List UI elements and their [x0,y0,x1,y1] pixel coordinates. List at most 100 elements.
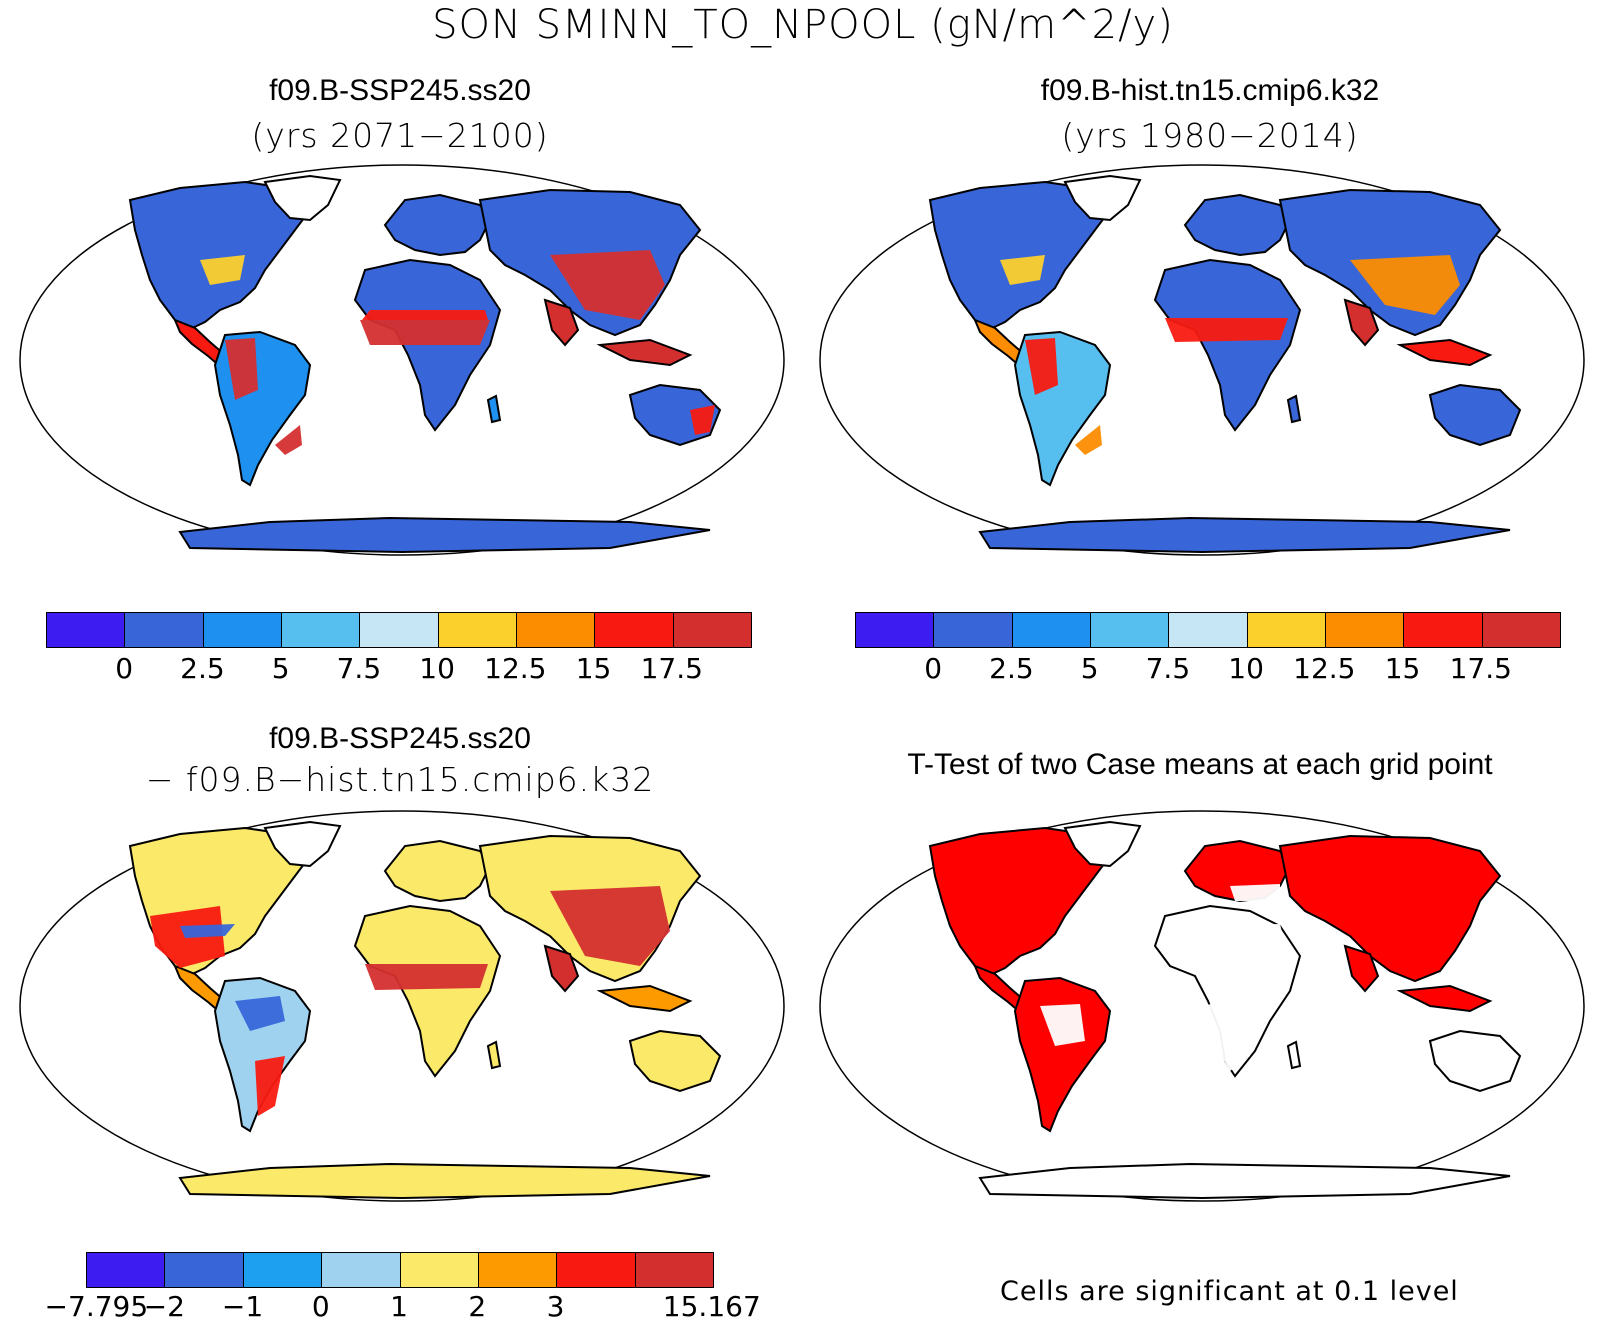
panel2-map [819,164,1585,556]
panel2-colorbar-tick-label: 10 [1228,652,1264,685]
field-region [255,1056,285,1116]
panel3-colorbar-cell [478,1253,558,1287]
landmass-sa [1013,976,1112,1133]
panel1-colorbar-cell [47,613,126,647]
figure-title: SON SMINN_TO_NPOOL (gN/m^2/y) [432,2,1174,48]
panel1-colorbar-cell [203,613,282,647]
panel1-colorbar-cell [360,613,439,647]
panel2-subtitle: (yrs 1980−2014) [1061,116,1359,155]
field-region [1350,255,1460,315]
panel2-colorbar-cell [1404,613,1483,647]
panel3-colorbar-tick-label: −1 [221,1290,264,1323]
field-region [1000,255,1045,285]
landmass-india [543,298,580,347]
panel3-colorbar-tick-label: −7.795 [44,1290,149,1323]
field-region [362,310,488,320]
landmass-ant [178,1162,711,1200]
panel1-continents [128,174,722,554]
landmass-gr [263,174,342,222]
landmass-asia [1278,834,1502,983]
panel1-colorbar-tick-label: 10 [419,652,455,685]
landmass-gr [1063,820,1142,868]
landmass-ant [178,516,711,554]
panel2-colorbar [855,612,1561,648]
landmass-eu [1183,193,1292,257]
landmass-gr [1063,174,1142,222]
field-region [1025,338,1058,395]
panel3-colorbar [86,1252,714,1288]
panel3-colorbar-tick-label: 3 [546,1290,565,1323]
landmass-madag [1286,1040,1302,1070]
panel1-colorbar [46,612,752,648]
panel4-continents [928,820,1522,1200]
panel1-colorbar-tick-label: 7.5 [336,652,382,685]
panel2-continents [928,174,1522,554]
field-region [1165,318,1288,342]
landmass-indo [596,984,693,1013]
panel3-colorbar-cell [557,1253,636,1287]
panel3-colorbar-cell [243,1253,323,1287]
panel3-colorbar-cell [635,1253,713,1287]
field-region [1165,924,1288,956]
panel2-colorbar-cell [1482,613,1560,647]
panel2-colorbar-tick-label: 5 [1080,652,1099,685]
panel1-colorbar-cell [281,613,361,647]
field-region [275,425,302,455]
panel1-colorbar-tick-label: 0 [115,652,134,685]
panel2-colorbar-tick-label: 15 [1384,652,1421,685]
panel2-colorbar-labels: 0 2.5 5 7.5 10 12.5 15 17.5 [855,652,1559,686]
panel3-subtitle: − f09.B−hist.tn15.cmip6.k32 [145,760,655,799]
landmass-india [543,944,580,993]
panel4-map [819,810,1585,1202]
panel3-colorbar-cell [87,1253,166,1287]
panel2-colorbar-cell [1325,613,1405,647]
field-region [1190,1001,1250,1071]
landmass-indo [596,338,693,367]
field-region [360,320,490,345]
field-region [550,886,670,966]
field-region [235,996,285,1031]
field-region [1230,884,1280,901]
panel1-colorbar-tick-label: 5 [271,652,290,685]
panel3-colorbar-cell [322,1253,401,1287]
landmass-indo [1396,338,1493,367]
panel3-title: f09.B-SSP245.ss20 [269,722,531,755]
panel3-colorbar-tick-label: 0 [311,1290,330,1323]
panel3-colorbar-tick-label: −2 [143,1290,185,1323]
landmass-au [1428,1029,1522,1093]
panel1-colorbar-tick-label: 2.5 [180,652,225,685]
panel2-colorbar-tick-label: 0 [924,652,943,685]
panel3-colorbar-tick-label: 1 [390,1290,408,1323]
panel2-colorbar-cell [856,613,935,647]
field-region [1075,425,1102,455]
panel2-title: f09.B-hist.tn15.cmip6.k32 [1040,74,1380,107]
panel1-map [19,164,785,556]
landmass-madag [486,394,502,424]
panel3-colorbar-cell [165,1253,244,1287]
panel1-colorbar-cell [516,613,596,647]
panel3-colorbar-tick-label: 15.167 [662,1290,761,1323]
panel2-colorbar-cell [1169,613,1248,647]
landmass-au [628,1029,722,1093]
landmass-madag [486,1040,502,1070]
panel3-colorbar-tick-label: 2 [468,1290,487,1323]
landmass-indo [1396,984,1493,1013]
field-region [550,250,665,320]
landmass-au [1428,383,1522,447]
panel3-colorbar-cell [400,1253,479,1287]
panel2-colorbar-cell [1012,613,1091,647]
panel3-map [19,810,785,1202]
panel1-colorbar-labels: 0 2.5 5 7.5 10 12.5 15 17.5 [46,652,750,686]
landmass-ant [978,516,1511,554]
panel1-colorbar-cell [438,613,517,647]
panel2-colorbar-tick-label: 17.5 [1449,652,1512,685]
field-region [365,964,488,990]
field-region [225,338,258,400]
landmass-eu [383,193,492,257]
landmass-eu [383,839,492,903]
panel3-continents [128,820,722,1200]
panel1-colorbar-tick-label: 17.5 [640,652,703,685]
panel2-colorbar-cell [1090,613,1170,647]
panel1-colorbar-tick-label: 15 [575,652,612,685]
landmass-india [1343,944,1380,993]
